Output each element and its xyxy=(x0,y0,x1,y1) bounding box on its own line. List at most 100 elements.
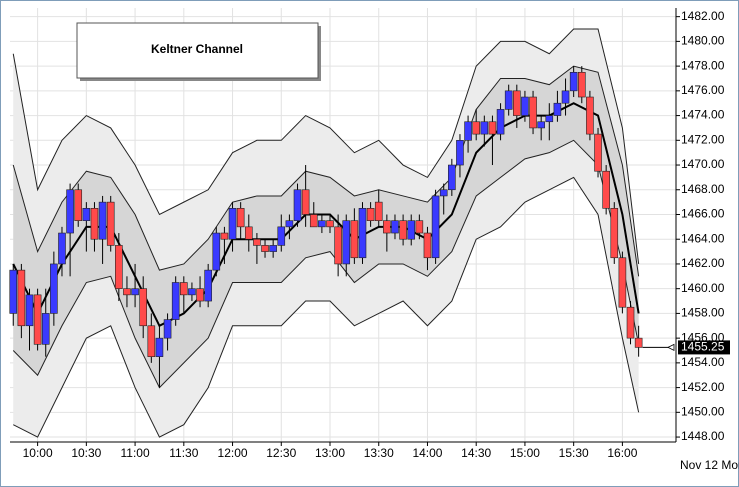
x-tick-label: 11:30 xyxy=(169,446,198,460)
candle-body xyxy=(285,220,294,228)
date-label: Nov 12 Mon xyxy=(680,458,739,472)
candle-body xyxy=(439,189,448,197)
candle-body xyxy=(561,90,570,104)
y-tick-label: 1452.00 xyxy=(681,380,725,394)
y-tick-label: 1450.00 xyxy=(681,404,725,418)
candle-body xyxy=(545,115,554,123)
candle-body xyxy=(261,245,269,252)
candle-body xyxy=(90,208,99,240)
x-tick-label: 16:00 xyxy=(607,446,637,460)
candle-body xyxy=(326,220,334,228)
candle-body xyxy=(521,96,529,116)
candle-body xyxy=(244,226,253,240)
candle-body xyxy=(569,71,578,92)
candle-body xyxy=(50,263,58,314)
candle-body xyxy=(188,288,196,296)
candle-body xyxy=(537,121,545,129)
band-line xyxy=(13,176,640,438)
candle-body xyxy=(82,208,91,221)
axes: 1448.001450.001452.001454.001456.001458.… xyxy=(10,8,730,460)
y-tick-label: 1472.00 xyxy=(681,132,725,146)
last-price-box xyxy=(678,340,730,355)
legend-title: Keltner Channel xyxy=(151,42,243,56)
y-tick-label: 1468.00 xyxy=(681,182,725,196)
candle-body xyxy=(529,96,537,129)
candle-body xyxy=(220,232,229,240)
candle-body xyxy=(196,288,204,302)
candle-body xyxy=(236,208,245,228)
y-tick-label: 1474.00 xyxy=(681,108,725,122)
candle-body xyxy=(586,96,594,135)
band-line xyxy=(12,65,640,277)
candle-body xyxy=(155,337,164,357)
candle-body xyxy=(602,170,610,209)
x-tick-label: 10:00 xyxy=(23,446,53,460)
candle-body xyxy=(58,232,66,265)
candle-body xyxy=(472,121,481,135)
candle-body xyxy=(147,325,156,357)
candle-body xyxy=(610,208,619,259)
band-line xyxy=(12,28,640,265)
candle-body xyxy=(17,269,26,327)
y-tick-label: 1470.00 xyxy=(681,157,725,171)
candle-body xyxy=(301,189,310,215)
candle-body xyxy=(407,220,416,240)
candle-body xyxy=(553,102,562,116)
y-tick-label: 1454.00 xyxy=(681,355,725,369)
candle-body xyxy=(504,90,513,110)
candle-body xyxy=(618,257,627,308)
candle-body xyxy=(366,208,375,221)
candle-body xyxy=(9,269,18,314)
y-tick-label: 1464.00 xyxy=(681,231,725,245)
candle-body xyxy=(350,220,359,259)
x-tick-label: 12:00 xyxy=(218,446,248,460)
candle-body xyxy=(594,133,602,172)
y-tick-label: 1462.00 xyxy=(681,256,725,270)
candle-body xyxy=(171,282,180,320)
candle-body xyxy=(383,220,391,234)
candle-body xyxy=(634,337,643,348)
candle-body xyxy=(391,220,399,234)
candle-body xyxy=(423,232,432,259)
candle-body xyxy=(496,109,505,135)
candle-body xyxy=(415,220,424,234)
candle-body xyxy=(123,288,131,296)
candle-body xyxy=(358,208,367,259)
candle-body xyxy=(464,121,472,141)
candle-body xyxy=(25,294,34,327)
candle-body xyxy=(374,201,383,221)
candle-body xyxy=(131,288,139,296)
x-tick-label: 15:00 xyxy=(510,446,540,460)
candle-body xyxy=(277,226,286,246)
candle-body xyxy=(513,90,521,116)
x-tick-label: 15:30 xyxy=(559,446,589,460)
candle-body xyxy=(399,220,407,240)
candle-body xyxy=(106,201,115,246)
candle-body xyxy=(33,294,42,345)
y-tick-label: 1460.00 xyxy=(681,281,725,295)
candle-body xyxy=(456,140,464,166)
candle-body xyxy=(98,201,107,240)
candle-body xyxy=(626,306,635,339)
candle-body xyxy=(309,214,318,228)
candle-body xyxy=(204,269,212,302)
candle-body xyxy=(228,208,237,240)
candle-body xyxy=(480,121,489,135)
y-tick-label: 1482.00 xyxy=(681,9,725,23)
candle-body xyxy=(41,313,50,345)
candle-body xyxy=(139,288,147,327)
x-tick-label: 10:30 xyxy=(71,446,101,460)
last-price-arrow xyxy=(667,343,675,352)
candle-body xyxy=(212,232,221,271)
candle-body xyxy=(431,195,440,259)
x-tick-label: 14:30 xyxy=(461,446,491,460)
y-tick-label: 1480.00 xyxy=(681,34,725,48)
candle-body xyxy=(488,121,497,135)
y-tick-label: 1448.00 xyxy=(681,429,725,443)
candle-body xyxy=(253,238,261,246)
candle-body xyxy=(180,282,188,296)
candles xyxy=(9,66,643,388)
last-price-label: 1455.25 xyxy=(681,340,725,354)
candle-body xyxy=(448,164,456,191)
